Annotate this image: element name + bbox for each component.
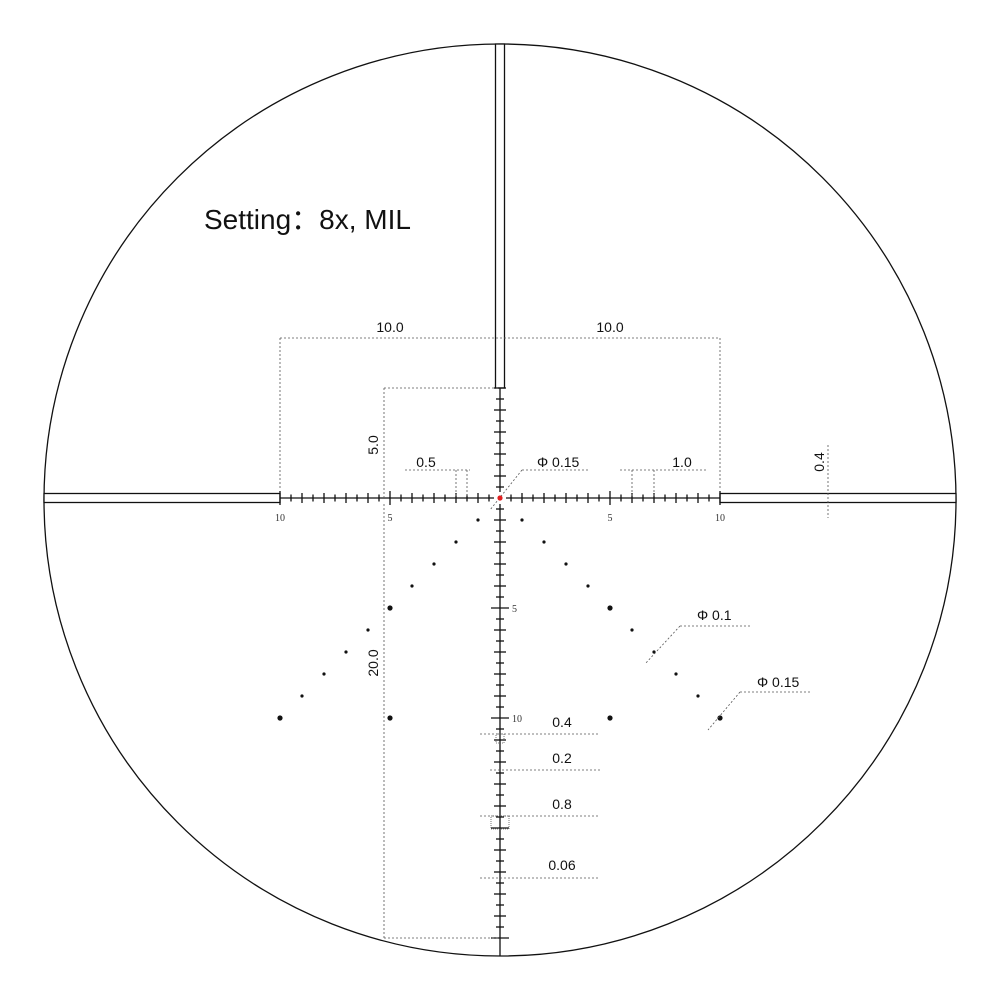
center-dot bbox=[497, 495, 503, 501]
dimension-lines bbox=[279, 337, 829, 939]
ticks bbox=[279, 387, 721, 956]
scale-h-right-5: 5 bbox=[608, 513, 613, 524]
dim-post-thickness: 0.4 bbox=[811, 452, 827, 472]
holdover-dot bbox=[410, 584, 414, 588]
scale-h-right-10: 10 bbox=[715, 513, 725, 524]
left-post bbox=[43, 492, 281, 504]
holdover-dot bbox=[696, 694, 700, 698]
right-post bbox=[719, 492, 957, 504]
dim-v-bar: 0.8 bbox=[552, 796, 572, 812]
holdover-dot bbox=[366, 628, 370, 632]
dimension-line bbox=[644, 625, 681, 665]
dim-left-span: 10.0 bbox=[376, 319, 403, 335]
scale-v-10: 10 bbox=[512, 714, 522, 725]
holdover-dot bbox=[607, 605, 613, 611]
holdover-dot bbox=[387, 605, 393, 611]
holdover-dot bbox=[607, 715, 613, 721]
dimension-line bbox=[707, 691, 741, 731]
holdover-dot bbox=[454, 540, 458, 544]
tick-outline bbox=[495, 733, 505, 744]
bar-outline bbox=[490, 815, 510, 830]
holdover-dot bbox=[542, 540, 546, 544]
holdover-dot bbox=[322, 672, 326, 676]
holdover-dot bbox=[277, 715, 283, 721]
holdover-dot bbox=[476, 518, 480, 522]
title-label: Setting：8x, MIL bbox=[204, 204, 411, 235]
holdover-dot bbox=[387, 715, 393, 721]
holdover-dot bbox=[630, 628, 634, 632]
dim-large-dot: Φ 0.15 bbox=[757, 674, 800, 690]
holdover-dot bbox=[344, 650, 348, 654]
dim-upper-gap: 5.0 bbox=[365, 435, 381, 455]
holdover-dot bbox=[300, 694, 304, 698]
scale-h-left-10: 10 bbox=[275, 513, 285, 524]
holdover-dot bbox=[674, 672, 678, 676]
dimension-line bbox=[489, 469, 523, 511]
dim-half-mil: 0.5 bbox=[416, 454, 436, 470]
dim-v-short-tick: 0.2 bbox=[552, 750, 572, 766]
scale-h-left-5: 5 bbox=[388, 513, 393, 524]
dim-mil: 1.0 bbox=[672, 454, 692, 470]
dim-center-dot: Φ 0.15 bbox=[537, 454, 580, 470]
dim-small-dot: Φ 0.1 bbox=[697, 607, 732, 623]
holdover-dot bbox=[520, 518, 524, 522]
scale-v-5: 5 bbox=[512, 604, 517, 615]
dim-right-span: 10.0 bbox=[596, 319, 623, 335]
dim-v-long-tick: 0.4 bbox=[552, 714, 572, 730]
dim-line-width: 0.06 bbox=[548, 857, 575, 873]
holdover-dot bbox=[432, 562, 436, 566]
holdover-dot bbox=[564, 562, 568, 566]
holdover-dot bbox=[586, 584, 590, 588]
dim-lower-span: 20.0 bbox=[365, 649, 381, 676]
top-post bbox=[494, 43, 506, 389]
